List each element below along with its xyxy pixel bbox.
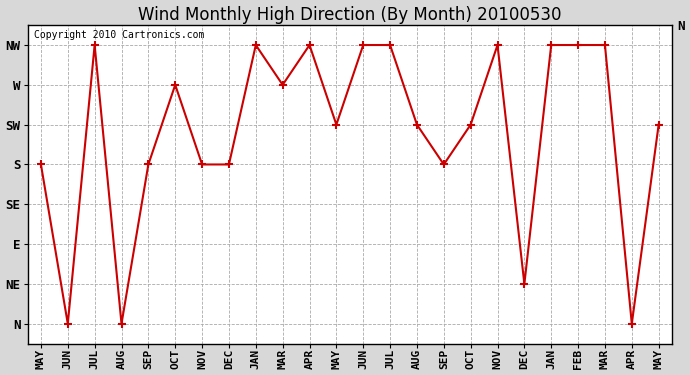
Text: Copyright 2010 Cartronics.com: Copyright 2010 Cartronics.com	[34, 30, 204, 40]
Title: Wind Monthly High Direction (By Month) 20100530: Wind Monthly High Direction (By Month) 2…	[138, 6, 562, 24]
